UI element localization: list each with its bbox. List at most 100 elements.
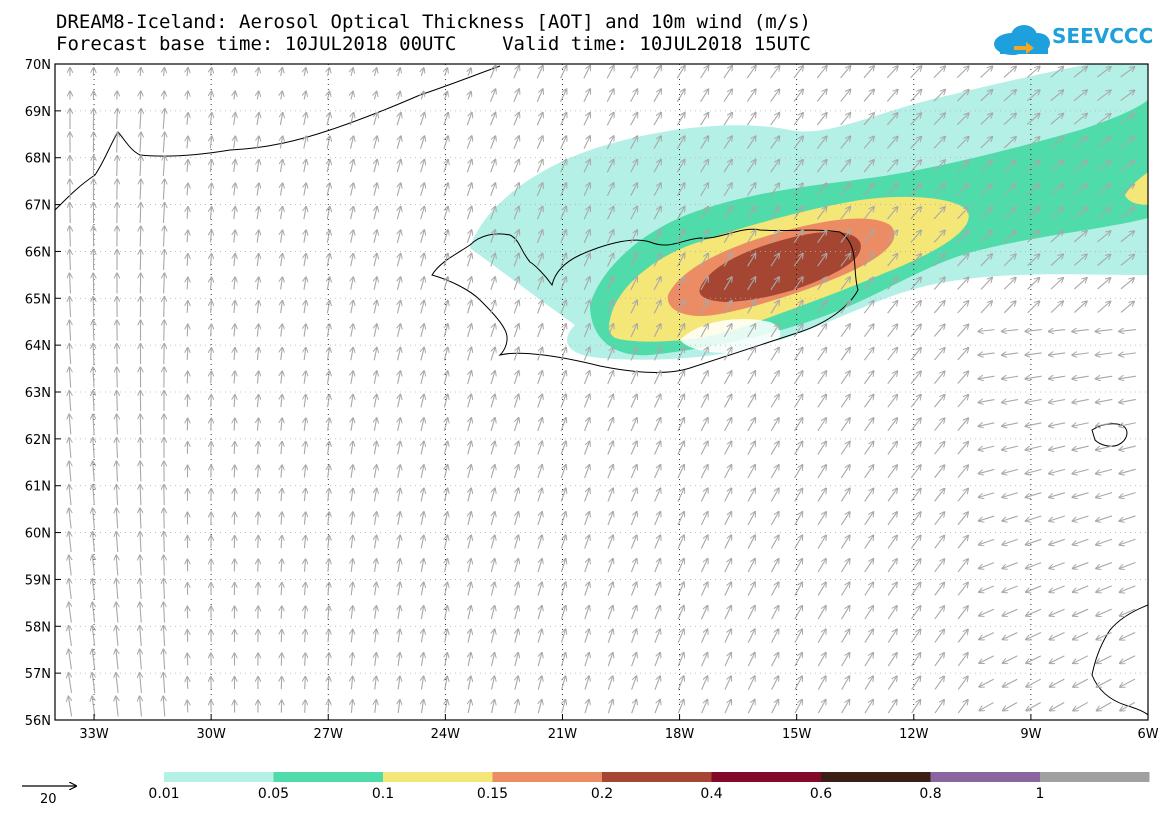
wind-arrow bbox=[677, 582, 684, 596]
wind-arrow bbox=[421, 395, 424, 408]
wind-arrow bbox=[93, 344, 94, 365]
wind-arrow bbox=[515, 700, 518, 714]
wind-arrow bbox=[304, 207, 306, 220]
wind-arrow bbox=[490, 395, 495, 408]
wind-arrow bbox=[328, 630, 329, 643]
greenland-coast bbox=[55, 65, 501, 211]
wind-arrow bbox=[607, 371, 614, 385]
wind-arrow bbox=[398, 489, 400, 502]
lat-tick-label: 69N bbox=[25, 105, 51, 120]
wind-arrow bbox=[957, 653, 968, 667]
wind-arrow bbox=[817, 653, 825, 667]
wind-arrow bbox=[816, 66, 826, 79]
wind-arrow bbox=[258, 442, 259, 455]
wind-arrow bbox=[677, 535, 684, 549]
wind-arrow bbox=[374, 418, 376, 431]
wind-arrow bbox=[934, 559, 945, 573]
colorbar-swatch bbox=[273, 772, 383, 782]
colorbar-swatch bbox=[164, 772, 274, 782]
wind-arrow bbox=[793, 348, 802, 361]
wind-arrow bbox=[840, 277, 850, 290]
wind-arrow bbox=[770, 512, 778, 526]
wind-arrow bbox=[770, 442, 779, 455]
wind-arrow bbox=[1003, 207, 1016, 220]
wind-arrow bbox=[1073, 515, 1089, 521]
wind-arrow bbox=[979, 445, 995, 450]
colorbar-label: 1 bbox=[1035, 786, 1045, 802]
wind-arrow bbox=[1002, 538, 1018, 544]
wind-arrow bbox=[351, 700, 352, 713]
wind-arrow bbox=[536, 183, 542, 197]
wind-arrow bbox=[979, 423, 995, 426]
wind-arrow bbox=[305, 583, 306, 596]
wind-arrow bbox=[537, 348, 543, 361]
wind-arrow bbox=[770, 559, 778, 573]
wind-arrow bbox=[398, 677, 400, 690]
wind-arrow bbox=[653, 301, 660, 314]
wind-arrow bbox=[513, 183, 519, 197]
wind-arrow bbox=[304, 559, 305, 572]
wind-arrow bbox=[1096, 353, 1113, 355]
wind-arrow bbox=[630, 512, 636, 526]
wind-arrow bbox=[1002, 445, 1019, 450]
wind-arrow bbox=[1026, 90, 1039, 102]
wind-arrow bbox=[281, 395, 282, 408]
wind-arrow bbox=[630, 89, 638, 102]
wind-arrow bbox=[584, 559, 590, 573]
wind-arrow bbox=[560, 418, 566, 432]
wind-arrow bbox=[444, 442, 447, 455]
lat-tick-label: 56N bbox=[25, 714, 51, 729]
wind-arrow bbox=[887, 230, 898, 243]
wind-arrow bbox=[910, 160, 921, 173]
wind-arrow bbox=[305, 606, 306, 619]
wind-vectors bbox=[68, 66, 1135, 717]
wind-arrow bbox=[700, 582, 707, 596]
wind-arrow bbox=[234, 442, 235, 455]
wind-arrow bbox=[466, 207, 471, 220]
wind-arrow bbox=[934, 630, 944, 643]
wind-arrow bbox=[1120, 631, 1136, 639]
wind-arrow bbox=[676, 207, 684, 220]
wind-arrow bbox=[631, 700, 637, 714]
wind-arrow bbox=[234, 348, 235, 361]
wind-arrow bbox=[934, 489, 945, 502]
wind-arrow bbox=[840, 113, 851, 126]
wind-arrow bbox=[328, 371, 330, 384]
wind-arrow bbox=[794, 653, 802, 667]
wind-arrow bbox=[513, 136, 519, 149]
wind-arrow bbox=[630, 559, 636, 573]
wind-arrow bbox=[747, 582, 755, 596]
wind-arrow bbox=[398, 324, 401, 337]
wind-arrow bbox=[513, 113, 519, 126]
wind-arrow bbox=[187, 278, 188, 290]
wind-arrow bbox=[700, 66, 709, 79]
wind-arrow bbox=[1097, 278, 1111, 290]
wind-arrow bbox=[887, 254, 898, 267]
wind-arrow bbox=[187, 160, 188, 172]
wind-arrow bbox=[1049, 585, 1065, 592]
wind-arrow bbox=[513, 207, 519, 220]
wind-arrow bbox=[374, 489, 376, 502]
wind-arrow bbox=[606, 207, 613, 220]
wind-arrow bbox=[445, 583, 448, 596]
wind-arrow bbox=[257, 160, 259, 173]
wind-arrow bbox=[979, 538, 995, 544]
wind-arrow bbox=[934, 465, 945, 479]
wind-arrow bbox=[701, 629, 708, 643]
wind-arrow bbox=[677, 254, 685, 267]
colorbar-label: 0.1 bbox=[371, 786, 395, 802]
wind-arrow bbox=[92, 626, 94, 646]
wind-arrow bbox=[1050, 632, 1065, 640]
wind-arrow bbox=[1073, 538, 1089, 544]
wind-arrow bbox=[421, 160, 425, 173]
wind-arrow bbox=[1097, 137, 1110, 149]
wind-arrow bbox=[1027, 160, 1039, 172]
wind-arrow bbox=[676, 66, 685, 79]
wind-arrow bbox=[281, 348, 282, 361]
wind-arrow bbox=[421, 465, 424, 478]
wind-arrow bbox=[770, 89, 780, 102]
wind-arrow bbox=[1049, 399, 1066, 402]
wind-arrow bbox=[328, 559, 329, 572]
wind-arrow bbox=[1027, 231, 1040, 243]
wind-arrow bbox=[560, 535, 565, 549]
